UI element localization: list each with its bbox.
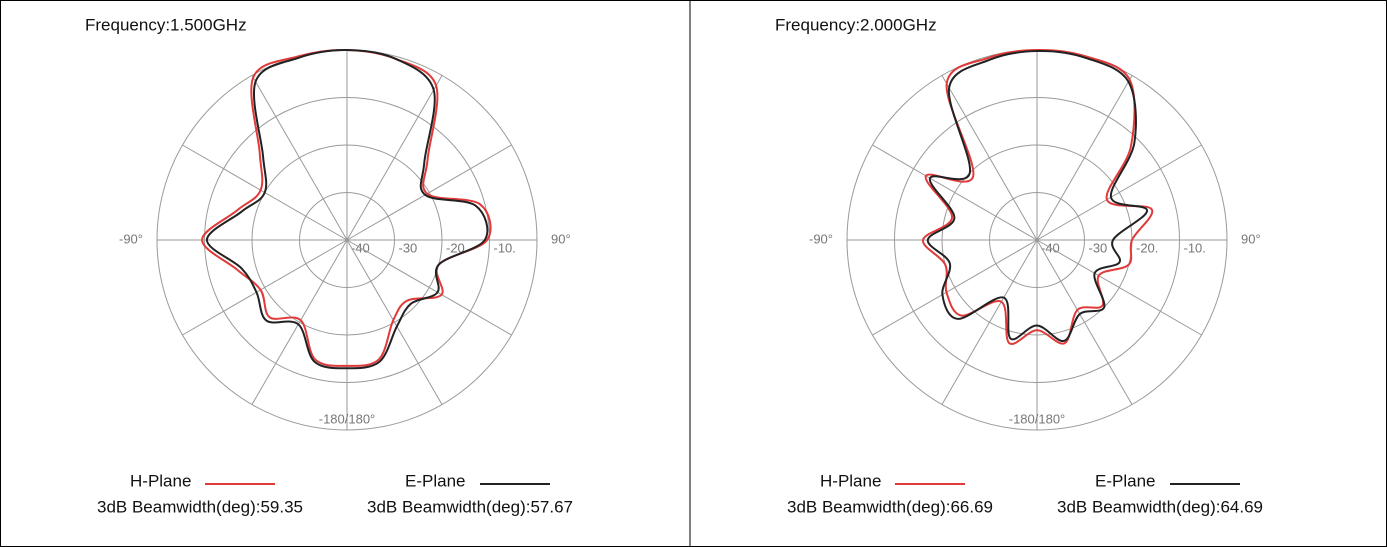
spoke	[1036, 239, 1133, 405]
r-tick-label: -10.	[1184, 240, 1206, 255]
r-tick-label: -30	[1089, 240, 1108, 255]
r-tick-label: -30	[399, 240, 418, 255]
spoke	[1036, 75, 1133, 241]
theta-tick-label: -90°	[809, 231, 833, 246]
chart-title: Frequency:1.500GHz	[85, 15, 247, 34]
beamwidth-label: 3dB Beamwidth(deg):59.35	[97, 497, 303, 516]
r-tick-label: -20.	[1136, 240, 1158, 255]
legend-label: E-Plane	[405, 471, 465, 490]
pattern-line	[926, 49, 1149, 342]
legend-label: E-Plane	[1095, 471, 1155, 490]
spoke	[182, 239, 348, 336]
spoke	[1036, 144, 1202, 241]
beamwidth-label: 3dB Beamwidth(deg):57.67	[367, 497, 573, 516]
chart-title: Frequency:2.000GHz	[775, 15, 937, 34]
spoke	[346, 144, 512, 241]
beamwidth-label: 3dB Beamwidth(deg):66.69	[787, 497, 993, 516]
spoke	[346, 239, 443, 405]
spoke	[346, 75, 443, 241]
theta-tick-label: 90°	[551, 231, 571, 246]
legend-label: H-Plane	[130, 471, 191, 490]
spoke	[251, 75, 348, 241]
spoke	[251, 239, 348, 405]
spoke	[941, 75, 1038, 241]
theta-tick-label: 90°	[1241, 231, 1261, 246]
spoke	[941, 239, 1038, 405]
theta-tick-label: -180/180°	[319, 411, 376, 426]
spoke	[1036, 239, 1202, 336]
pattern-line	[205, 48, 489, 370]
spoke	[872, 144, 1038, 241]
spoke	[346, 239, 512, 336]
r-tick-label: -20	[446, 240, 465, 255]
pattern-line	[201, 48, 492, 367]
r-tick-label: -10.	[494, 240, 516, 255]
legend-label: H-Plane	[820, 471, 881, 490]
theta-tick-label: -90°	[119, 231, 143, 246]
spoke	[872, 239, 1038, 336]
theta-tick-label: -180/180°	[1009, 411, 1066, 426]
pattern-line	[922, 48, 1154, 345]
beamwidth-label: 3dB Beamwidth(deg):64.69	[1057, 497, 1263, 516]
